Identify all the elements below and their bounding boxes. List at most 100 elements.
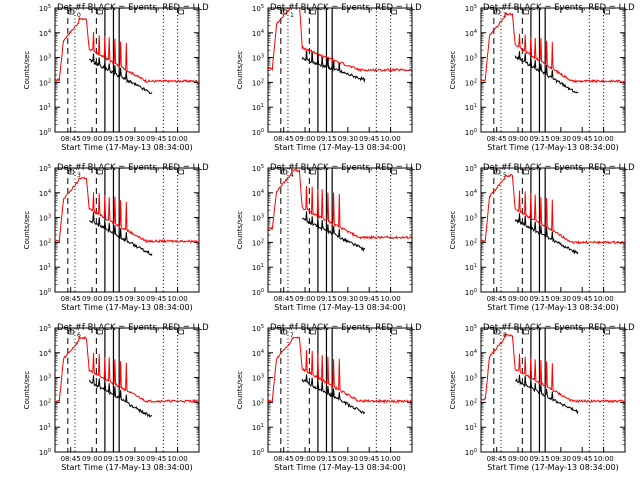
panel-title: Det #f BLACK = Events, RED = LLD [57,3,209,13]
y-tick-label: 102 [252,78,264,87]
y-tick-label: 103 [465,374,477,383]
marker-flag [281,329,288,335]
marker-flag [96,169,103,175]
x-tick-label: 09:30 [125,295,145,303]
x-tick-label: 09:45 [146,295,166,303]
marker-flag [178,329,184,335]
y-tick-label: 103 [39,54,51,63]
y-tick-label: 105 [465,324,477,333]
x-axis-label: Start Time (17-May-13 08:34:00) [487,303,618,312]
y-tick-label: 101 [252,103,264,112]
y-axis-label: Counts/sec [23,211,31,250]
y-tick-label: 101 [39,103,51,112]
marker-flag [604,169,610,175]
y-tick-label: 102 [39,78,51,87]
panel-tag: 1 [290,12,294,19]
y-tick-label: 103 [252,374,264,383]
marker-flag [96,329,103,335]
y-tick-label: 101 [465,423,477,432]
y-tick-label: 102 [252,238,264,247]
y-tick-label: 100 [39,128,51,137]
x-tick-label: 09:45 [572,135,592,143]
x-tick-label: 09:15 [103,455,123,463]
marker-flag [522,9,529,15]
x-tick-label: 09:00 [295,135,315,143]
events-series-line [88,53,153,94]
y-tick-label: 105 [39,4,51,13]
y-tick-label: 105 [252,4,264,13]
panel-title: Det #f BLACK = Events, RED = LLD [270,3,422,13]
marker-flag [391,329,397,335]
y-tick-label: 100 [252,448,264,457]
plot-frame [54,167,200,293]
lld-series-line [481,11,625,84]
marker-flag [391,9,397,15]
x-tick-label: 10:00 [168,455,188,463]
y-tick-label: 100 [252,288,264,297]
y-tick-label: 101 [465,103,477,112]
panel-9: Det #f BLACK = Events, RED = LLD8Counts/… [449,323,635,472]
y-tick-label: 103 [39,214,51,223]
events-series-line [301,374,366,415]
marker-flag [178,9,184,15]
x-tick-label: 09:45 [146,455,166,463]
y-tick-label: 105 [252,324,264,333]
x-tick-label: 08:45 [61,135,81,143]
y-axis-label: Counts/sec [236,51,244,90]
x-axis-label: Start Time (17-May-13 08:34:00) [61,463,192,472]
y-tick-label: 100 [465,288,477,297]
x-tick-label: 09:30 [551,455,571,463]
lld-series-line [268,8,412,72]
lld-series-line [268,336,412,404]
x-tick-label: 09:15 [316,455,336,463]
panel-title: Det #f BLACK = Events, RED = LLD [57,323,209,333]
x-tick-label: 08:45 [487,455,507,463]
x-tick-label: 08:45 [274,455,294,463]
marker-flag [494,9,501,15]
marker-flag [309,9,316,15]
panel-tag: 3 [77,172,81,179]
panel-tag: 6 [77,332,81,339]
y-tick-label: 101 [39,423,51,432]
y-tick-label: 102 [465,78,477,87]
panel-tag: 4 [290,172,294,179]
y-tick-label: 103 [39,374,51,383]
marker-flag [178,169,184,175]
y-tick-label: 104 [39,29,51,38]
x-tick-label: 09:30 [338,135,358,143]
y-tick-label: 103 [252,214,264,223]
x-tick-label: 09:45 [359,455,379,463]
x-tick-label: 08:45 [274,135,294,143]
plot-frame [54,327,200,453]
x-tick-label: 10:00 [168,295,188,303]
y-axis-label: Counts/sec [449,371,457,410]
x-tick-label: 09:15 [316,295,336,303]
events-series-line [88,375,153,418]
y-tick-label: 105 [39,164,51,173]
x-axis-label: Start Time (17-May-13 08:34:00) [274,463,405,472]
lld-series-line [481,173,625,245]
y-tick-label: 104 [39,349,51,358]
y-tick-label: 103 [465,214,477,223]
x-tick-label: 10:00 [594,135,614,143]
x-tick-label: 09:30 [551,135,571,143]
marker-flag [494,169,501,175]
x-tick-label: 09:30 [125,135,145,143]
marker-flag [494,329,501,335]
y-tick-label: 101 [39,263,51,272]
x-tick-label: 08:45 [61,455,81,463]
lld-series-line [55,176,199,244]
marker-flag [309,329,316,335]
panel-title: Det #f BLACK = Events, RED = LLD [57,163,209,173]
panel-title: Det #f BLACK = Events, RED = LLD [483,163,635,173]
y-tick-label: 102 [465,238,477,247]
x-tick-label: 10:00 [594,295,614,303]
events-series-line [514,51,579,94]
y-tick-label: 105 [39,324,51,333]
x-tick-label: 10:00 [594,455,614,463]
panel-tag: 7 [290,332,294,339]
